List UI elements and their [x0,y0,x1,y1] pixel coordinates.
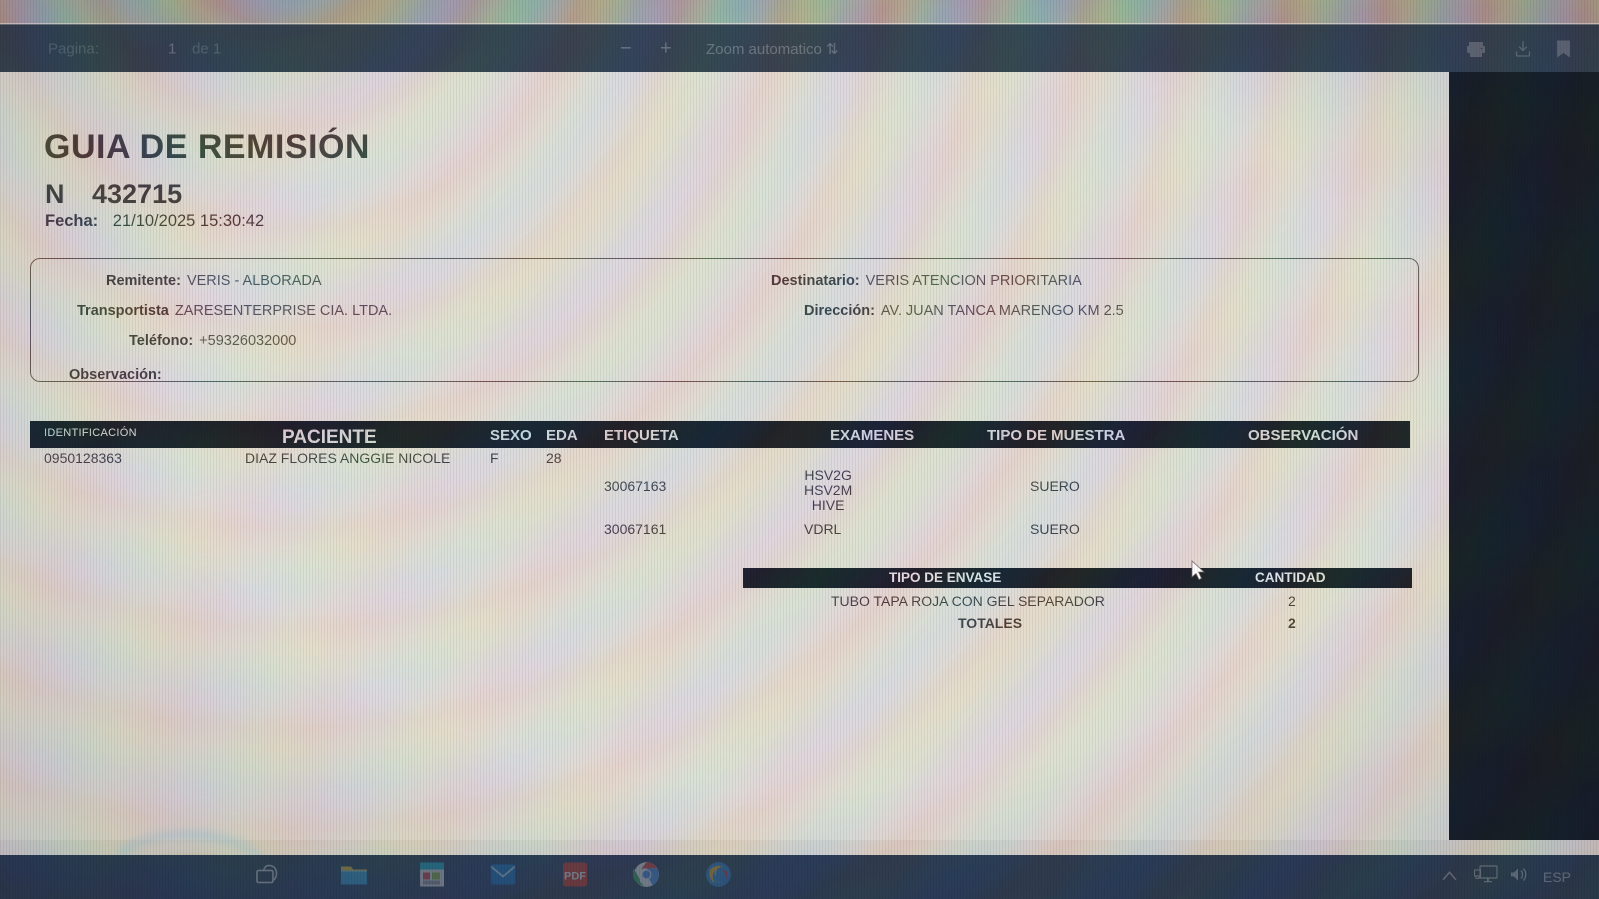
svg-text:PDF: PDF [564,871,586,883]
